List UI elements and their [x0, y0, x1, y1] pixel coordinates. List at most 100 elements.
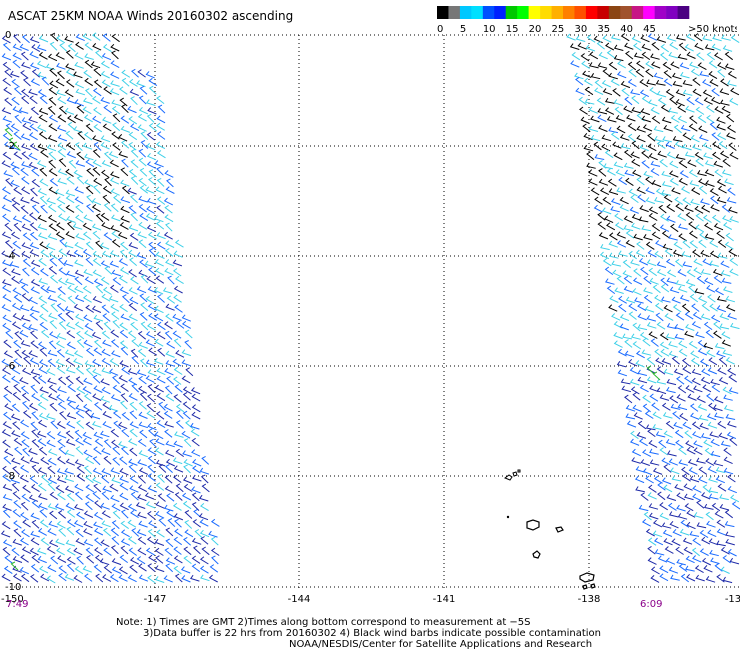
- wind-barb: [39, 386, 49, 394]
- wind-barb: [30, 421, 39, 431]
- wind-barb: [686, 33, 696, 42]
- wind-barb: [702, 484, 711, 494]
- wind-barb: [689, 530, 700, 537]
- wind-barb: [659, 502, 668, 511]
- wind-barb: [165, 393, 175, 402]
- wind-barb: [602, 258, 612, 267]
- wind-barb: [613, 44, 624, 51]
- wind-barb: [608, 188, 619, 195]
- wind-barb: [672, 80, 683, 87]
- wind-barb: [574, 72, 584, 80]
- wind-barb: [705, 576, 716, 583]
- wind-barb: [665, 89, 675, 98]
- wind-barb: [604, 215, 614, 224]
- wind-barb: [93, 521, 103, 529]
- wind-barb: [174, 528, 183, 537]
- wind-barb: [709, 121, 718, 131]
- wind-barb: [120, 520, 129, 530]
- wind-barb: [729, 215, 739, 223]
- wind-barb: [645, 241, 655, 250]
- wind-barb: [719, 150, 729, 159]
- wind-barb: [75, 160, 86, 167]
- wind-barb: [725, 413, 736, 420]
- wind-barb: [49, 274, 59, 284]
- wind-barb: [612, 141, 622, 149]
- wind-barb: [619, 323, 629, 331]
- wind-barb: [118, 134, 128, 142]
- wind-barb: [1, 160, 11, 168]
- wind-barb: [138, 203, 147, 213]
- wind-barb: [49, 80, 59, 89]
- wind-barb: [29, 36, 40, 44]
- wind-barb: [66, 556, 76, 565]
- wind-swath-east: [566, 33, 740, 584]
- wind-barb: [74, 196, 84, 205]
- wind-barb: [91, 204, 101, 213]
- wind-barb: [48, 168, 58, 177]
- wind-barb: [10, 476, 20, 484]
- wind-barb: [172, 330, 182, 339]
- wind-barb: [130, 321, 139, 331]
- wind-barb: [614, 287, 624, 294]
- wind-barb: [645, 197, 656, 205]
- wind-barb: [76, 175, 85, 185]
- wind-barb: [45, 242, 56, 251]
- wind-barb: [209, 564, 219, 573]
- wind-barb: [730, 34, 740, 44]
- wind-barb: [172, 259, 183, 267]
- wind-barb: [163, 575, 173, 583]
- wind-barb: [720, 440, 731, 447]
- wind-barb: [28, 116, 38, 124]
- wind-barb: [75, 446, 84, 455]
- wind-barb: [56, 421, 66, 429]
- wind-barb: [137, 484, 148, 493]
- wind-barb: [92, 135, 102, 143]
- wind-barb: [716, 528, 727, 536]
- wind-barb: [20, 385, 29, 395]
- swath-time-right: 6:09: [640, 599, 663, 610]
- wind-barb: [682, 143, 692, 151]
- wind-barb: [1, 186, 11, 195]
- wind-barb: [637, 303, 647, 311]
- wind-barb: [77, 131, 86, 140]
- wind-barb: [668, 107, 678, 114]
- wind-barb: [67, 383, 76, 393]
- wind-barb: [685, 212, 695, 221]
- wind-barb: [74, 269, 85, 277]
- wind-barb: [616, 361, 627, 368]
- wind-barb: [694, 288, 705, 295]
- wind-barb: [175, 320, 185, 329]
- map-title: ASCAT 25KM NOAA Winds 20160302 ascending: [8, 9, 294, 23]
- wind-barb: [158, 517, 167, 527]
- wind-barb: [102, 194, 111, 204]
- wind-barb: [651, 41, 660, 51]
- wind-barb: [670, 61, 680, 69]
- wind-barb: [3, 350, 13, 359]
- x-tick-label: -144: [288, 594, 311, 605]
- wind-barb: [596, 40, 605, 50]
- legend-tick-label: 20: [529, 24, 542, 35]
- wind-barb: [85, 367, 94, 377]
- wind-barb: [699, 70, 710, 77]
- wind-barb: [669, 286, 680, 294]
- wind-barb: [636, 186, 646, 195]
- wind-barb: [701, 368, 711, 377]
- wind-barb: [128, 205, 137, 214]
- wind-barb: [92, 149, 101, 158]
- wind-barb: [646, 356, 655, 366]
- wind-barb: [21, 367, 32, 376]
- wind-barb: [29, 62, 40, 70]
- wind-barb: [629, 378, 640, 386]
- wind-barb: [38, 278, 48, 285]
- wind-barb: [654, 196, 664, 203]
- wind-barb: [31, 204, 40, 214]
- wind-barb: [699, 548, 709, 556]
- wind-barb: [136, 80, 146, 88]
- wind-barb: [626, 420, 637, 428]
- wind-barb: [85, 421, 95, 430]
- wind-barb: [588, 178, 598, 186]
- note-line-1: Note: 1) Times are GMT 2)Times along bot…: [116, 617, 531, 628]
- wind-barb: [693, 447, 703, 456]
- wind-barb: [119, 456, 128, 465]
